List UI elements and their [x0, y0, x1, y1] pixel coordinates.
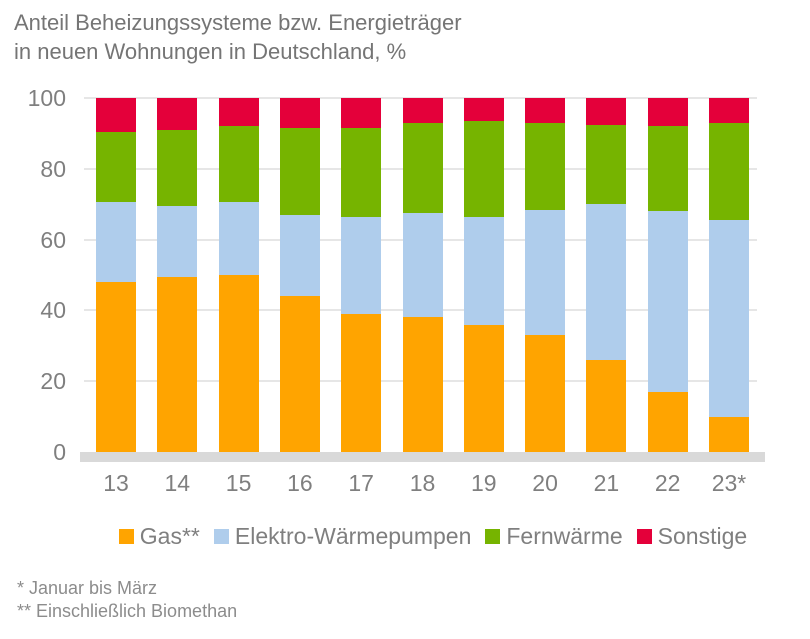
bar-18-segment-waermepumpen	[402, 213, 443, 318]
legend-label-gas: Gas**	[139, 523, 200, 549]
bar-23-star	[709, 98, 749, 452]
bar-19	[463, 98, 504, 452]
bar-16-segment-fernwaerme	[279, 128, 320, 215]
x-tick-label-17: 17	[348, 470, 374, 496]
bar-19-segment-sonstige	[463, 98, 504, 122]
bar-22-segment-fernwaerme	[647, 126, 688, 212]
bar-16-segment-gas	[279, 296, 320, 452]
bar-16	[279, 98, 320, 452]
bar-16-segment-sonstige	[279, 98, 320, 129]
bar-20-segment-waermepumpen	[525, 209, 566, 336]
bar-13	[96, 98, 136, 452]
bar-18-segment-fernwaerme	[402, 122, 443, 214]
bar-20	[525, 98, 566, 452]
bar-20-segment-gas	[525, 335, 566, 452]
legend-item-fernwaerme: Fernwärme	[485, 523, 623, 550]
legend-item-waermepumpen: Elektro-Wärmepumpen	[213, 523, 472, 550]
bar-14-segment-gas	[157, 276, 198, 452]
legend-item-sonstige: Sonstige	[636, 523, 748, 550]
bar-21-segment-fernwaerme	[586, 124, 627, 205]
chart-title: Anteil Beheizungssysteme bzw. Energieträ…	[14, 8, 462, 66]
bar-22	[647, 98, 688, 452]
legend-swatch-waermepumpen	[213, 529, 229, 544]
y-tick-label-100: 100	[27, 85, 66, 111]
x-tick-label-20: 20	[532, 470, 558, 496]
bar-21-segment-waermepumpen	[586, 204, 627, 360]
bar-19-segment-gas	[463, 324, 504, 452]
x-tick-label-15: 15	[225, 470, 252, 496]
legend-swatch-gas	[118, 529, 134, 544]
gridline-100	[84, 97, 757, 99]
x-tick-label-16: 16	[287, 470, 313, 496]
x-tick-label-14: 14	[164, 470, 191, 496]
bar-22-segment-waermepumpen	[647, 211, 688, 392]
bar-20-segment-sonstige	[525, 98, 566, 123]
bar-15-segment-gas	[218, 275, 259, 452]
bar-17-segment-gas	[341, 313, 382, 452]
x-axis-baseline	[80, 452, 765, 462]
legend-swatch-sonstige	[636, 529, 652, 544]
bar-14	[157, 98, 198, 452]
y-tick-label-20: 20	[40, 368, 66, 395]
bar-13-segment-gas	[96, 282, 136, 452]
bar-16-segment-waermepumpen	[279, 214, 320, 297]
y-tick-label-60: 60	[40, 226, 66, 253]
bar-19-segment-waermepumpen	[463, 216, 504, 325]
x-tick-label-19: 19	[471, 470, 497, 496]
bar-14-segment-sonstige	[157, 98, 198, 130]
bar-23-star-segment-waermepumpen	[709, 220, 749, 417]
bar-21-segment-sonstige	[586, 98, 627, 125]
bar-21	[586, 98, 627, 452]
bar-17-segment-fernwaerme	[341, 128, 382, 217]
legend-label-sonstige: Sonstige	[657, 523, 748, 549]
legend-label-waermepumpen: Elektro-Wärmepumpen	[234, 523, 472, 549]
bar-13-segment-sonstige	[96, 98, 136, 132]
legend-item-gas: Gas**	[118, 523, 200, 550]
legend: Gas** Elektro-Wärmepumpen Fernwärme Sonstig…	[0, 523, 810, 550]
x-tick-label-22: 22	[654, 470, 681, 496]
bar-23-star-segment-fernwaerme	[709, 122, 749, 221]
bar-14-segment-waermepumpen	[157, 205, 198, 277]
chart-title-line-2: in neuen Wohnungen in Deutschland, %	[14, 39, 407, 64]
footnotes: * Januar bis März ** Einschließlich Biom…	[17, 577, 237, 623]
bar-15-segment-waermepumpen	[218, 202, 259, 275]
footnote-biomethan: ** Einschließlich Biomethan	[17, 601, 238, 621]
bar-17	[341, 98, 382, 452]
bar-22-segment-gas	[647, 391, 688, 452]
bar-18-segment-sonstige	[402, 98, 443, 123]
legend-swatch-fernwaerme	[485, 529, 501, 544]
bar-22-segment-sonstige	[647, 98, 688, 127]
legend-label-fernwaerme: Fernwärme	[506, 523, 623, 549]
bar-14-segment-fernwaerme	[157, 129, 198, 206]
x-tick-label-13: 13	[103, 470, 129, 496]
x-tick-label-23-star: 23*	[711, 470, 747, 496]
y-tick-label-80: 80	[40, 155, 66, 182]
bar-15-segment-sonstige	[218, 98, 259, 127]
bar-18-segment-gas	[402, 317, 443, 452]
bar-20-segment-fernwaerme	[525, 122, 566, 210]
bar-15-segment-fernwaerme	[218, 126, 259, 203]
y-tick-label-40: 40	[40, 297, 66, 324]
y-tick-label-0: 0	[53, 439, 66, 465]
x-tick-label-18: 18	[409, 470, 436, 496]
bar-23-star-segment-sonstige	[709, 98, 749, 123]
bar-13-segment-waermepumpen	[96, 202, 136, 283]
chart-title-line-1: Anteil Beheizungssysteme bzw. Energieträ…	[14, 10, 462, 35]
bar-18	[402, 98, 443, 452]
bar-19-segment-fernwaerme	[463, 121, 504, 217]
bar-17-segment-waermepumpen	[341, 216, 382, 314]
bar-13-segment-fernwaerme	[96, 131, 136, 203]
bar-15	[218, 98, 259, 452]
x-tick-label-21: 21	[593, 470, 620, 496]
footnote-january-march: * Januar bis März	[17, 578, 158, 598]
bar-21-segment-gas	[586, 359, 627, 452]
plot-area	[84, 97, 757, 452]
bar-17-segment-sonstige	[341, 98, 382, 129]
bar-23-star-segment-gas	[709, 416, 749, 452]
